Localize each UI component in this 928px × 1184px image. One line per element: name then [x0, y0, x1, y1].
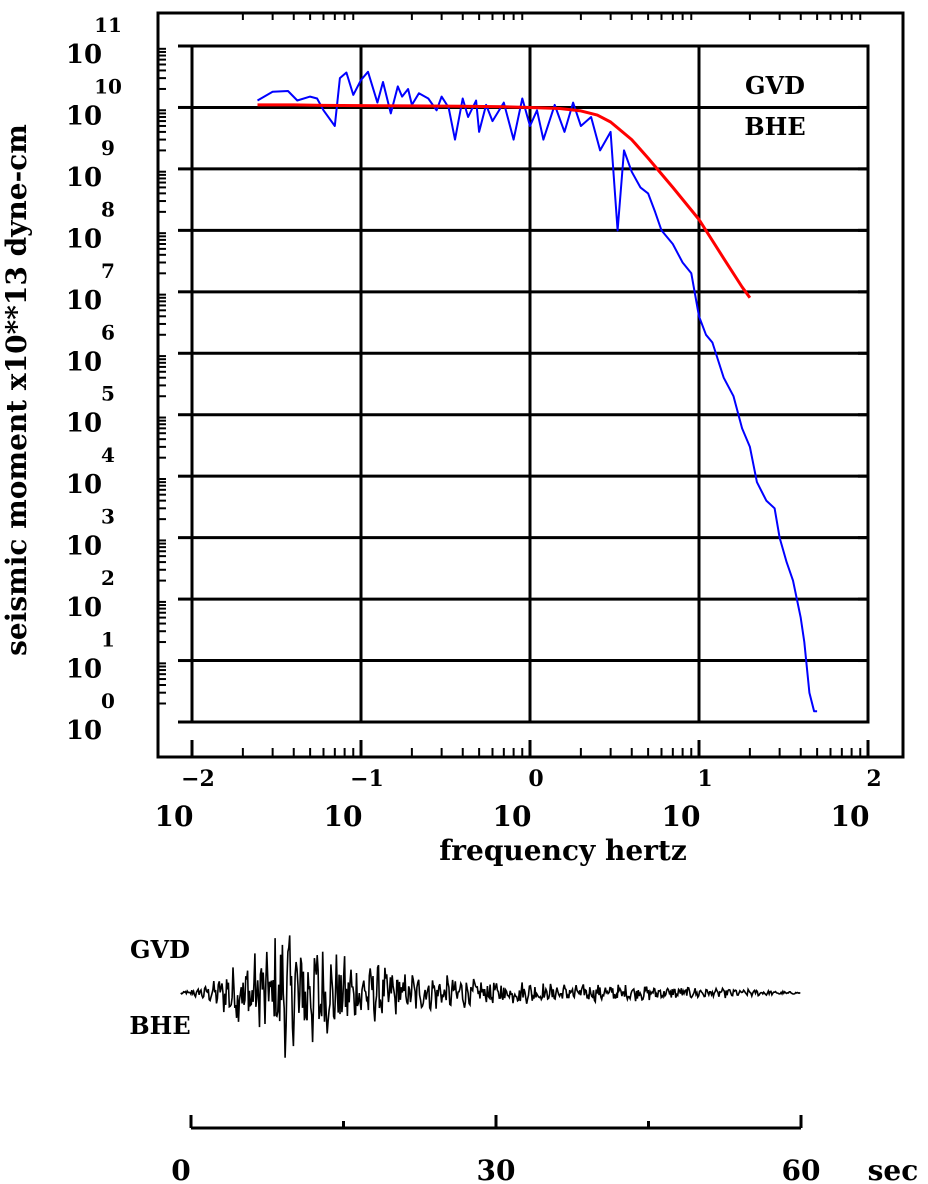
grid	[178, 44, 870, 757]
y-tick-label-base: 10	[66, 655, 102, 685]
y-tick-label-base: 10	[66, 286, 102, 316]
model-fit-line	[257, 103, 752, 299]
time-axis-ticks: 0 30 60	[171, 1115, 820, 1184]
spectrum-station-label: GVD	[745, 71, 805, 100]
trace-channel-label: BHE	[129, 1011, 190, 1040]
y-tick-label-exponent: 10	[94, 74, 122, 98]
y-tick-label-base: 10	[66, 101, 102, 131]
trace-station-label: GVD	[130, 935, 190, 964]
x-tick-label-exponent: −1	[350, 766, 384, 792]
y-tick-label-exponent: 8	[101, 197, 115, 221]
y-tick-label-exponent: 4	[101, 443, 115, 467]
y-tick-label-base: 10	[66, 224, 102, 254]
x-tick-label-base: 10	[831, 800, 870, 833]
x-tick-label-exponent: 0	[528, 766, 543, 792]
minor-ticks	[158, 13, 862, 757]
y-tick-label-base: 10	[66, 163, 102, 193]
y-tick-label-exponent: 3	[101, 505, 115, 529]
y-tick-label-exponent: 11	[94, 13, 122, 37]
x-tick-label-base: 10	[155, 800, 194, 833]
seismogram-trace	[180, 935, 801, 1058]
y-tick-label-base: 10	[66, 593, 102, 623]
x-axis-title: frequency hertz	[439, 834, 687, 867]
seismogram-line	[180, 935, 801, 1058]
y-tick-label-base: 10	[66, 470, 102, 500]
y-tick-label-exponent: 6	[101, 320, 115, 344]
y-tick-label-base: 10	[66, 409, 102, 439]
x-tick-label-base: 10	[493, 800, 532, 833]
x-tick-label-exponent: −2	[181, 766, 215, 792]
y-tick-label-exponent: 7	[101, 259, 115, 283]
x-tick-label-base: 10	[662, 800, 701, 833]
tick-labels: 10010110210310410510610710810910101011−2…	[66, 13, 882, 833]
x-tick-label-exponent: 1	[697, 766, 712, 792]
y-tick-label-exponent: 9	[101, 136, 115, 160]
y-tick-label-base: 10	[66, 716, 102, 746]
x-tick-label-exponent: 2	[866, 766, 881, 792]
y-tick-label-exponent: 5	[101, 382, 115, 406]
time-tick-label: 30	[477, 1154, 516, 1184]
time-axis-unit: sec	[868, 1154, 919, 1184]
y-tick-label-base: 10	[66, 40, 102, 70]
series-layer	[257, 70, 818, 713]
y-tick-label-base: 10	[66, 532, 102, 562]
spectrum-channel-label: BHE	[744, 112, 805, 141]
time-tick-label: 60	[782, 1154, 821, 1184]
observed-spectrum-line	[257, 70, 818, 713]
y-tick-label-exponent: 1	[101, 628, 115, 652]
time-tick-label: 0	[171, 1154, 190, 1184]
y-tick-label-base: 10	[66, 347, 102, 377]
x-tick-label-base: 10	[324, 800, 363, 833]
y-tick-label-exponent: 2	[101, 566, 115, 590]
y-tick-label-exponent: 0	[101, 689, 115, 713]
y-axis-title: seismic moment x10**13 dyne-cm	[0, 124, 33, 656]
